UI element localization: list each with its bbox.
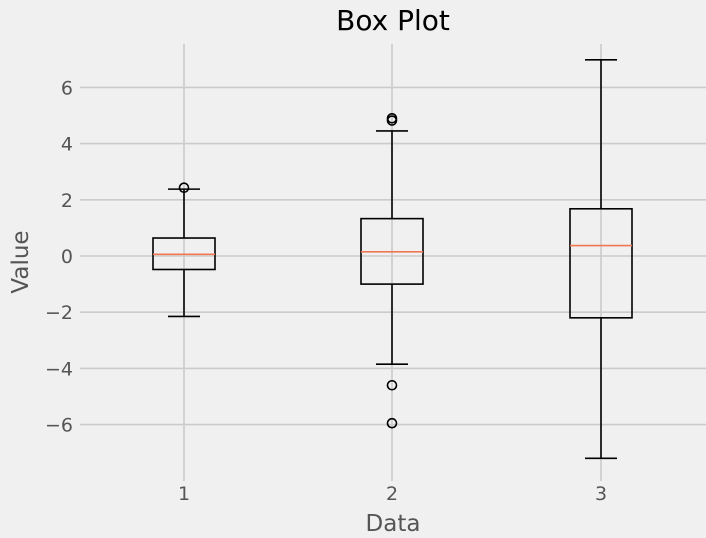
y-axis-label: Value	[8, 230, 34, 293]
y-tick-label: −6	[45, 415, 73, 437]
box-3	[569, 59, 633, 460]
y-tick-label: 0	[61, 246, 73, 268]
x-tick-label: 3	[595, 483, 607, 505]
grid	[80, 44, 706, 481]
y-tick-label: 2	[61, 190, 73, 212]
plot-area	[152, 59, 633, 460]
y-tick-label: 4	[61, 134, 73, 156]
x-tick-label: 2	[386, 483, 398, 505]
x-axis-label: Data	[366, 511, 421, 537]
box-2	[360, 113, 424, 429]
box-1	[152, 182, 216, 318]
iqr-box	[569, 207, 633, 319]
y-tick-label: 6	[61, 77, 73, 99]
outlier-point	[178, 182, 190, 194]
outlier-point	[386, 417, 398, 429]
outlier-point	[386, 113, 398, 124]
chart-title: Box Plot	[336, 4, 450, 37]
y-tick-label: −2	[45, 302, 73, 324]
tick-labels: −6 −4 −2 0 2 4 6 1 2 3	[45, 77, 607, 505]
outlier-point	[386, 379, 398, 391]
y-tick-label: −4	[45, 358, 73, 380]
x-tick-label: 1	[178, 483, 190, 505]
